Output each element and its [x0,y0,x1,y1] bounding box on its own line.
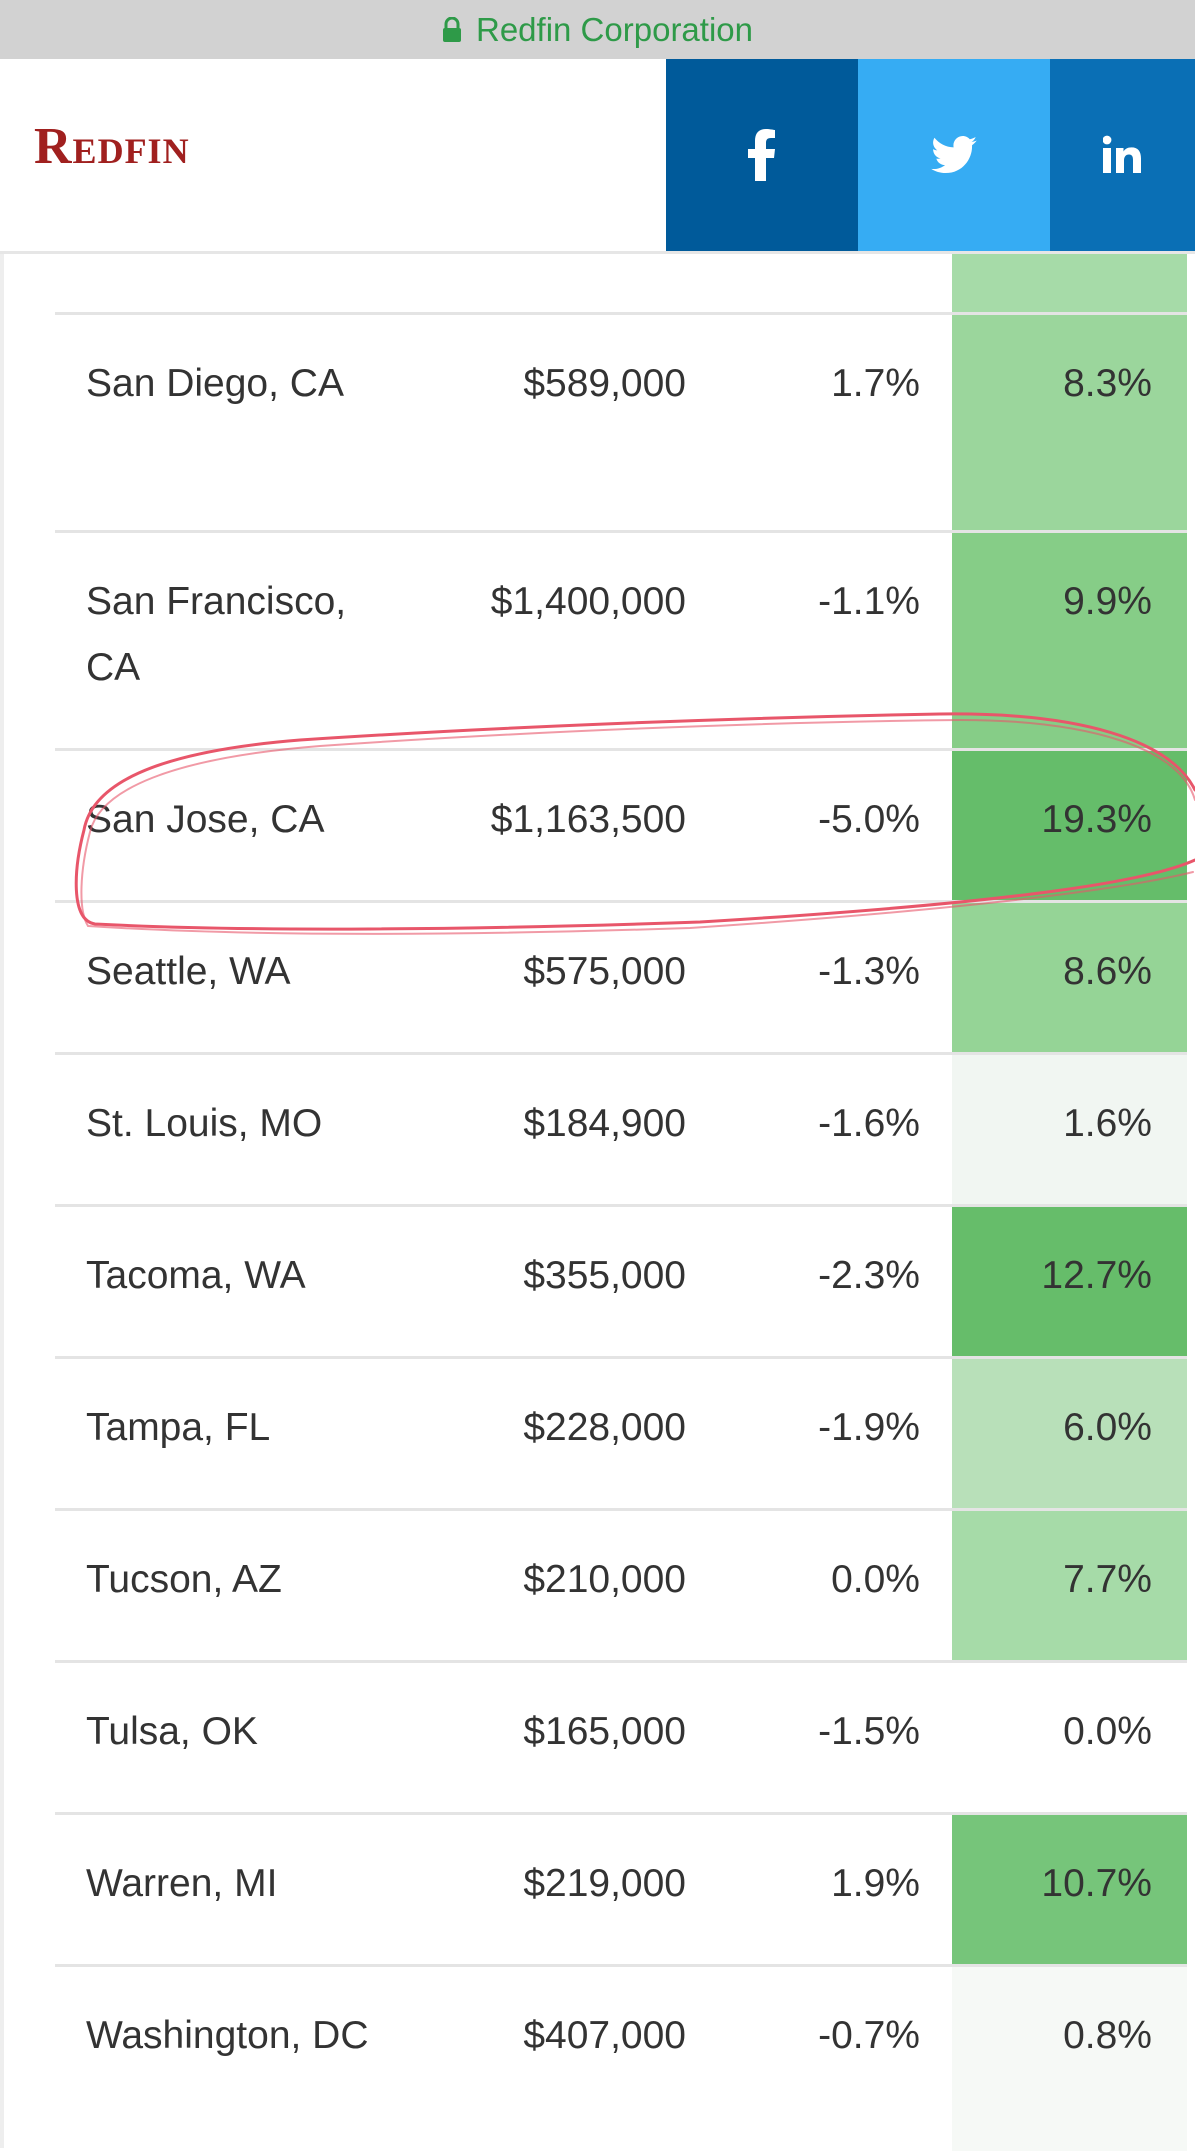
table-row: San Francisco, CA $1,400,000 -1.1% 9.9% [55,530,1187,751]
table-row: San Diego, CA $589,000 1.7% 8.3% [55,312,1187,533]
home-price-table: San Diego, CA $589,000 1.7% 8.3% San Francis… [0,254,1195,2151]
median-price-cell: $165,000 [523,1710,686,1753]
table-row: Tucson, AZ $210,000 0.0% 7.7% [55,1508,1187,1663]
facebook-icon [748,129,775,181]
twitter-share-button[interactable] [858,59,1050,251]
yoy-change-value: 7.7% [1063,1558,1152,1601]
yoy-change-value: 9.9% [1063,580,1152,623]
lock-icon [443,16,461,42]
yoy-change-value: 12.7% [1041,1254,1152,1297]
twitter-icon [931,136,977,174]
table-row: St. Louis, MO $184,900 -1.6% 1.6% [55,1052,1187,1207]
yoy-change-cell: 19.3% [952,751,1187,903]
city-cell: Seattle, WA [86,950,291,993]
yoy-change-value: 1.6% [1063,1102,1152,1145]
yoy-change-value: 10.7% [1041,1862,1152,1905]
yoy-change-value: 8.6% [1063,950,1152,993]
yoy-change-value: 0.8% [1063,2014,1152,2057]
table-row: Tacoma, WA $355,000 -2.3% 12.7% [55,1204,1187,1359]
yoy-change-cell: 0.0% [952,1663,1187,1815]
city-cell: San Jose, CA [86,798,325,841]
yoy-change-value: 0.0% [1063,1710,1152,1753]
yoy-change-value: 8.3% [1063,362,1152,405]
month-change-cell: -1.1% [818,580,920,623]
median-price-cell: $589,000 [523,362,686,405]
city-cell: Warren, MI [86,1862,278,1905]
median-price-cell: $1,400,000 [490,580,686,623]
yoy-change-cell: 8.6% [952,903,1187,1055]
month-change-cell: 1.9% [831,1862,920,1905]
linkedin-share-button[interactable] [1050,59,1195,251]
month-change-cell: -1.3% [818,950,920,993]
month-change-cell: 0.0% [831,1558,920,1601]
city-cell: Tampa, FL [86,1406,271,1449]
page-header: Redfin [0,59,1195,254]
redfin-logo[interactable]: Redfin [34,118,190,175]
yoy-change-cell: 0.8% [952,1967,1187,2151]
median-price-cell: $575,000 [523,950,686,993]
yoy-change-cell: 6.0% [952,1359,1187,1511]
median-price-cell: $407,000 [523,2014,686,2057]
yoy-change-cell: 9.9% [952,533,1187,751]
month-change-cell: -1.6% [818,1102,920,1145]
month-change-cell: -1.9% [818,1406,920,1449]
city-cell: San Francisco, CA [86,580,347,689]
table-row: San Jose, CA $1,163,500 -5.0% 19.3% [55,748,1187,903]
median-price-cell: $210,000 [523,1558,686,1601]
median-price-cell: $184,900 [523,1102,686,1145]
yoy-change-cell: 10.7% [952,1815,1187,1967]
city-cell: Tacoma, WA [86,1254,306,1297]
median-price-cell: $228,000 [523,1406,686,1449]
city-cell: San Diego, CA [86,362,344,405]
median-price-cell: $219,000 [523,1862,686,1905]
month-change-cell: -0.7% [818,2014,920,2057]
facebook-share-button[interactable] [666,59,858,251]
yoy-change-cell: 8.3% [952,315,1187,533]
yoy-change-cell: 1.6% [952,1055,1187,1207]
table-border [0,254,4,2148]
city-cell: St. Louis, MO [86,1102,323,1145]
partial-row-yoy-cell [952,254,1187,312]
table-row: Washington, DC $407,000 -0.7% 0.8% [55,1964,1187,2151]
site-name: Redfin Corporation [476,10,753,48]
table-row: Tampa, FL $228,000 -1.9% 6.0% [55,1356,1187,1511]
yoy-change-value: 6.0% [1063,1406,1152,1449]
yoy-change-cell: 12.7% [952,1207,1187,1359]
month-change-cell: -2.3% [818,1254,920,1297]
median-price-cell: $355,000 [523,1254,686,1297]
month-change-cell: -1.5% [818,1710,920,1753]
month-change-cell: 1.7% [831,362,920,405]
table-row: Seattle, WA $575,000 -1.3% 8.6% [55,900,1187,1055]
city-cell: Tulsa, OK [86,1710,258,1753]
median-price-cell: $1,163,500 [490,798,686,841]
table-row: Warren, MI $219,000 1.9% 10.7% [55,1812,1187,1967]
table-row: Tulsa, OK $165,000 -1.5% 0.0% [55,1660,1187,1815]
yoy-change-cell: 7.7% [952,1511,1187,1663]
city-cell: Tucson, AZ [86,1558,282,1601]
month-change-cell: -5.0% [818,798,920,841]
address-bar[interactable]: Redfin Corporation [0,0,1195,59]
yoy-change-value: 19.3% [1041,798,1152,841]
linkedin-icon [1102,135,1141,173]
city-cell: Washington, DC [86,2014,369,2057]
